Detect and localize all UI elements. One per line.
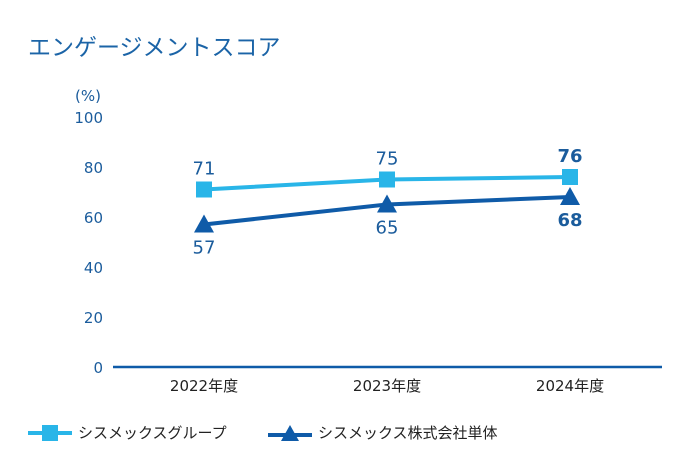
data-label: 65 (376, 218, 399, 239)
legend-square-icon (28, 424, 72, 441)
data-label: 76 (557, 146, 582, 167)
legend-item-company: シスメックス株式会社単体 (268, 422, 498, 443)
y-tick-label: 100 (74, 109, 103, 127)
y-tick-label: 0 (93, 359, 103, 377)
y-tick-label: 60 (84, 209, 103, 227)
y-tick-label: 40 (84, 259, 103, 277)
data-point-square (562, 169, 578, 185)
chart-title: エンゲージメントスコア (28, 35, 281, 61)
x-tick-label: 2024年度 (536, 377, 604, 395)
data-label: 68 (557, 210, 582, 231)
legend-label: シスメックスグループ (78, 424, 227, 442)
y-tick-label: 80 (84, 159, 103, 177)
data-label: 57 (193, 238, 216, 259)
data-point-triangle (560, 187, 580, 205)
legend-label: シスメックス株式会社単体 (318, 424, 498, 442)
data-point-square (379, 171, 395, 188)
data-point-triangle (377, 194, 397, 213)
data-label: 71 (193, 159, 216, 180)
data-label: 75 (376, 149, 399, 170)
x-tick-label: 2022年度 (170, 377, 238, 395)
legend-triangle-icon (268, 424, 312, 441)
y-axis-label: (%) (75, 87, 101, 105)
data-point-square (196, 181, 212, 198)
legend-item-group: シスメックスグループ (28, 422, 227, 443)
data-point-triangle (194, 214, 214, 233)
y-tick-label: 20 (84, 309, 103, 327)
x-tick-label: 2023年度 (353, 377, 421, 395)
